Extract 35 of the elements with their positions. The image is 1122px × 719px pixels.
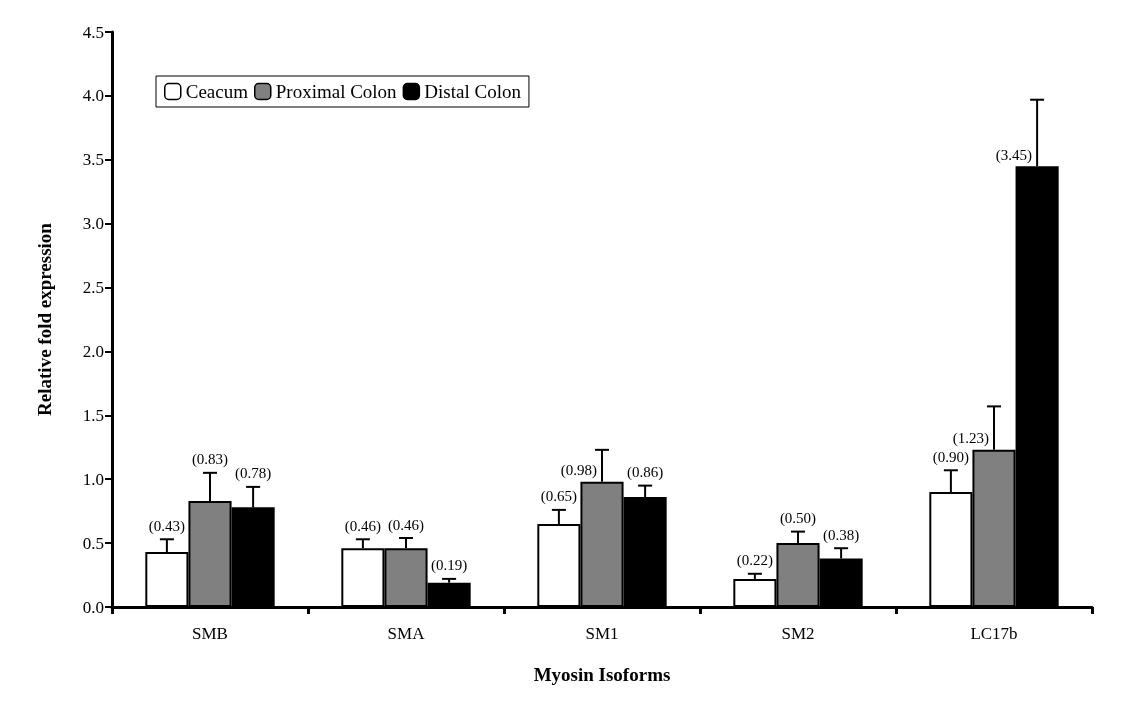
y-tick-label: 4.5 [82, 22, 104, 42]
y-tick-label: 0.0 [82, 597, 104, 617]
data-label: (0.43) [148, 517, 186, 535]
data-label: (0.90) [932, 448, 970, 466]
data-label: (1.23) [952, 430, 989, 448]
x-tick-label: SM1 [585, 624, 619, 643]
y-tick-label: 1.0 [82, 469, 104, 489]
y-axis-title: Relative fold expression [34, 222, 55, 416]
data-label: (0.50) [779, 510, 817, 528]
y-tick-label: 3.0 [82, 214, 104, 234]
data-label: (0.65) [540, 488, 578, 506]
x-tick-label: SM2 [781, 624, 815, 643]
x-tick-label: LC17b [970, 624, 1018, 643]
x-tick-label: SMA [387, 624, 426, 643]
data-label: (0.22) [736, 552, 774, 570]
data-label: (0.98) [560, 462, 597, 480]
y-tick-label: 2.5 [82, 278, 104, 298]
data-label: (0.38) [822, 526, 860, 544]
x-axis-title: Myosin Isoforms [533, 664, 671, 685]
data-label: (0.86) [626, 464, 664, 482]
legend-label: Ceacum [185, 81, 249, 102]
data-label: (0.83) [191, 451, 229, 469]
x-tick-label: SMB [192, 624, 228, 643]
y-tick-label: 4.0 [82, 86, 104, 106]
data-label: (0.46) [387, 516, 425, 534]
data-label: (0.78) [234, 465, 272, 483]
y-tick-label: 3.5 [82, 150, 104, 170]
y-tick-label: 0.5 [82, 533, 104, 553]
data-label: (3.45) [995, 146, 1033, 164]
y-tick-label: 1.5 [82, 405, 104, 425]
data-label: (0.46) [344, 517, 382, 535]
y-tick-label: 2.0 [82, 341, 104, 361]
data-label: (0.19) [430, 557, 468, 575]
legend-label: Distal Colon [424, 81, 522, 102]
legend-label: Proximal Colon [275, 81, 398, 102]
